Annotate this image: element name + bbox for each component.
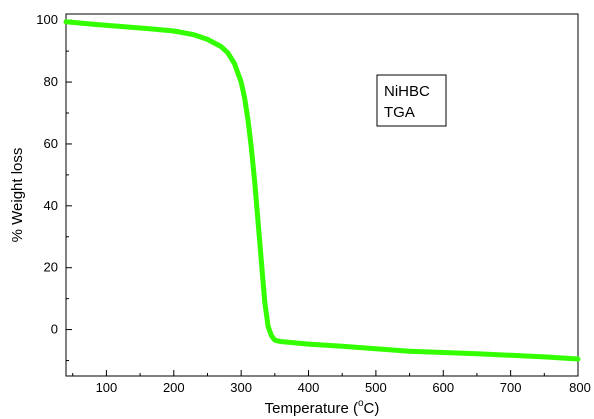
series-line [63,19,581,362]
annotation-line-1: NiHBC [384,83,430,100]
x-tick-label: 700 [500,380,522,395]
x-tick-label: 200 [163,380,185,395]
x-axis-title: Temperature (oC) [265,398,380,417]
x-axis-title-close: ) [374,400,379,417]
y-tick-label: 20 [44,260,58,275]
y-axis-title: % Weight loss [9,148,26,243]
x-axis-title-main: Temperature ( [265,400,358,417]
x-axis-title-degree: o [358,398,364,409]
y-tick-label: 80 [44,74,58,89]
y-tick-label: 60 [44,136,58,151]
x-tick-label: 600 [432,380,454,395]
x-tick-label: 800 [569,380,591,395]
y-axis-ticks: 0 20 40 60 80 100 [36,12,72,362]
annotation-box [376,74,447,127]
x-tick-label: 300 [230,380,252,395]
x-tick-label: 400 [298,380,320,395]
x-tick-label: 100 [96,380,118,395]
plot-frame [65,13,579,377]
y-tick-label: 100 [36,12,58,27]
legend-box: NiHBC TGA [376,74,447,127]
annotation-line-2: TGA [384,104,415,121]
x-axis-title-unit: C [364,400,375,417]
x-axis-ticks: 100 200 300 400 500 600 700 800 [72,370,591,395]
y-tick-label: 0 [51,322,58,337]
x-tick-label: 500 [365,380,387,395]
y-tick-label: 40 [44,198,58,213]
